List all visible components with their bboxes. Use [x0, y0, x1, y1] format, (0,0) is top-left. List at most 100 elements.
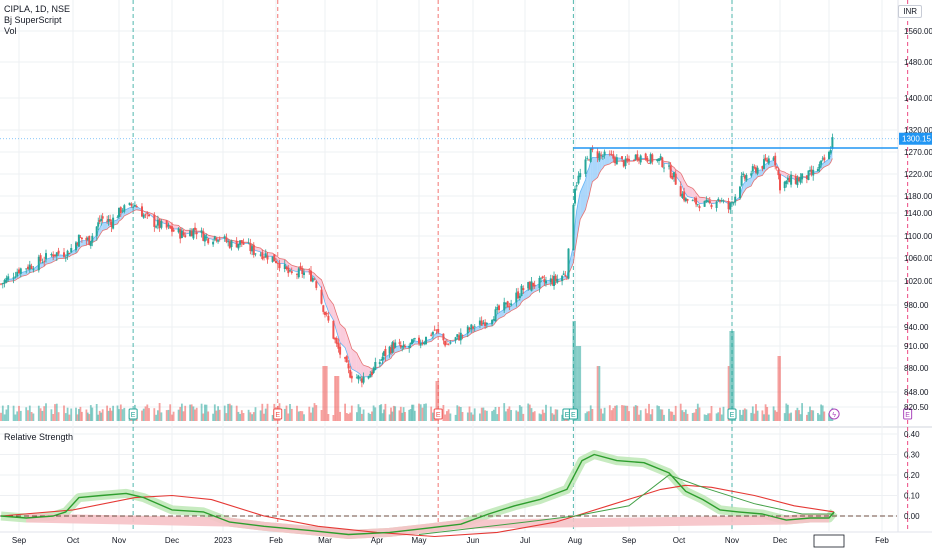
candle-body [508, 306, 510, 307]
volume-bar [43, 406, 45, 421]
volume-bar [422, 408, 424, 421]
volume-bar [229, 404, 231, 421]
last-price-label: 1300.15 [902, 135, 931, 144]
volume-bar [542, 410, 544, 421]
candle-body [763, 159, 765, 169]
rs-tick-label: 0.20 [904, 471, 920, 480]
volume-bar [789, 413, 791, 421]
candle-body [215, 238, 217, 241]
candle-body [817, 169, 819, 171]
volume-bar [420, 404, 422, 421]
volume-bar [787, 405, 789, 421]
candle-body [157, 220, 159, 226]
volume-bar [25, 407, 27, 421]
time-tick-label: 2023 [214, 536, 232, 545]
candle-body [102, 216, 104, 218]
earnings-marker-label: E [730, 412, 735, 419]
earnings-marker-label: E [565, 412, 570, 419]
price-tick-label: 1180.00 [904, 192, 932, 201]
volume-bar [742, 410, 744, 421]
volume-bar [146, 405, 148, 422]
volume-bar [716, 413, 718, 421]
volume-bar [13, 406, 15, 421]
candle-body [14, 276, 16, 277]
rs-tick-label: 0.30 [904, 451, 920, 460]
volume-bar [161, 412, 163, 421]
volume-bar [418, 404, 420, 421]
candle-body [160, 221, 162, 228]
candle-body [408, 346, 410, 348]
candle-body [498, 306, 500, 311]
candle-body [4, 280, 6, 284]
candle-body [779, 174, 781, 190]
candle-body [321, 290, 323, 304]
candle-body [70, 248, 72, 252]
volume-bar [169, 404, 171, 421]
candle-body [742, 174, 744, 176]
time-tick-label: Nov [112, 536, 126, 545]
volume-bar [349, 413, 351, 421]
candle-body [265, 253, 267, 257]
rs-panel-title[interactable]: Relative Strength [4, 432, 73, 442]
candle-body [621, 156, 623, 159]
candle-body [118, 208, 120, 217]
candle-body [155, 226, 157, 227]
currency-badge[interactable]: INR [898, 5, 922, 18]
volume-bar [515, 410, 517, 421]
volume-bar [635, 405, 637, 421]
volume-bar [817, 413, 819, 421]
indicator-superscript[interactable]: Bj SuperScript [4, 15, 70, 26]
indicator-volume[interactable]: Vol [4, 26, 70, 37]
candle-body [646, 158, 648, 162]
candle-body [625, 159, 627, 166]
candle-body [18, 270, 20, 274]
candle-body [217, 240, 219, 242]
volume-bar [112, 406, 114, 421]
price-tick-label: 1480.00 [904, 58, 932, 67]
price-tick-label: 820.50 [904, 403, 929, 412]
volume-bar [711, 406, 713, 421]
volume-bar [4, 414, 6, 421]
volume-bar [321, 410, 323, 421]
volume-bar [369, 414, 371, 421]
volume-bar [462, 412, 464, 421]
volume-bar [153, 408, 155, 421]
time-tick-label: Oct [67, 536, 80, 545]
candle-body [322, 305, 324, 312]
earnings-marker-label: E [131, 412, 136, 419]
volume-bar [168, 410, 170, 421]
volume-bar [697, 404, 699, 421]
volume-bar [612, 408, 614, 421]
candle-body [757, 168, 759, 174]
candle-body [310, 271, 312, 282]
volume-bar [498, 407, 500, 421]
volume-bar [588, 411, 590, 421]
volume-bar [633, 407, 635, 422]
volume-bar [255, 407, 257, 421]
candle-body [41, 262, 43, 263]
volume-bar [358, 404, 360, 421]
volume-bar [527, 404, 529, 422]
volume-bar [31, 412, 33, 421]
earnings-marker-label: E [436, 412, 441, 419]
candle-body [542, 276, 544, 278]
symbol-line[interactable]: CIPLA, 1D, NSE [4, 4, 70, 15]
volume-bar [795, 410, 797, 421]
candle-body [579, 173, 581, 177]
volume-bar [811, 410, 813, 421]
volume-bar [267, 404, 269, 421]
time-tick-label: Jul [520, 536, 530, 545]
candle-body [153, 215, 155, 227]
candle-body [444, 341, 446, 346]
volume-bar [443, 405, 445, 421]
candle-body [194, 228, 196, 230]
volume-bar [338, 376, 340, 421]
volume-bar [604, 408, 606, 421]
volume-bar [193, 406, 195, 421]
candle-body [100, 219, 102, 221]
volume-bar [812, 410, 814, 421]
volume-bar [265, 409, 267, 421]
volume-bar [322, 366, 324, 421]
volume-bar [706, 415, 708, 421]
